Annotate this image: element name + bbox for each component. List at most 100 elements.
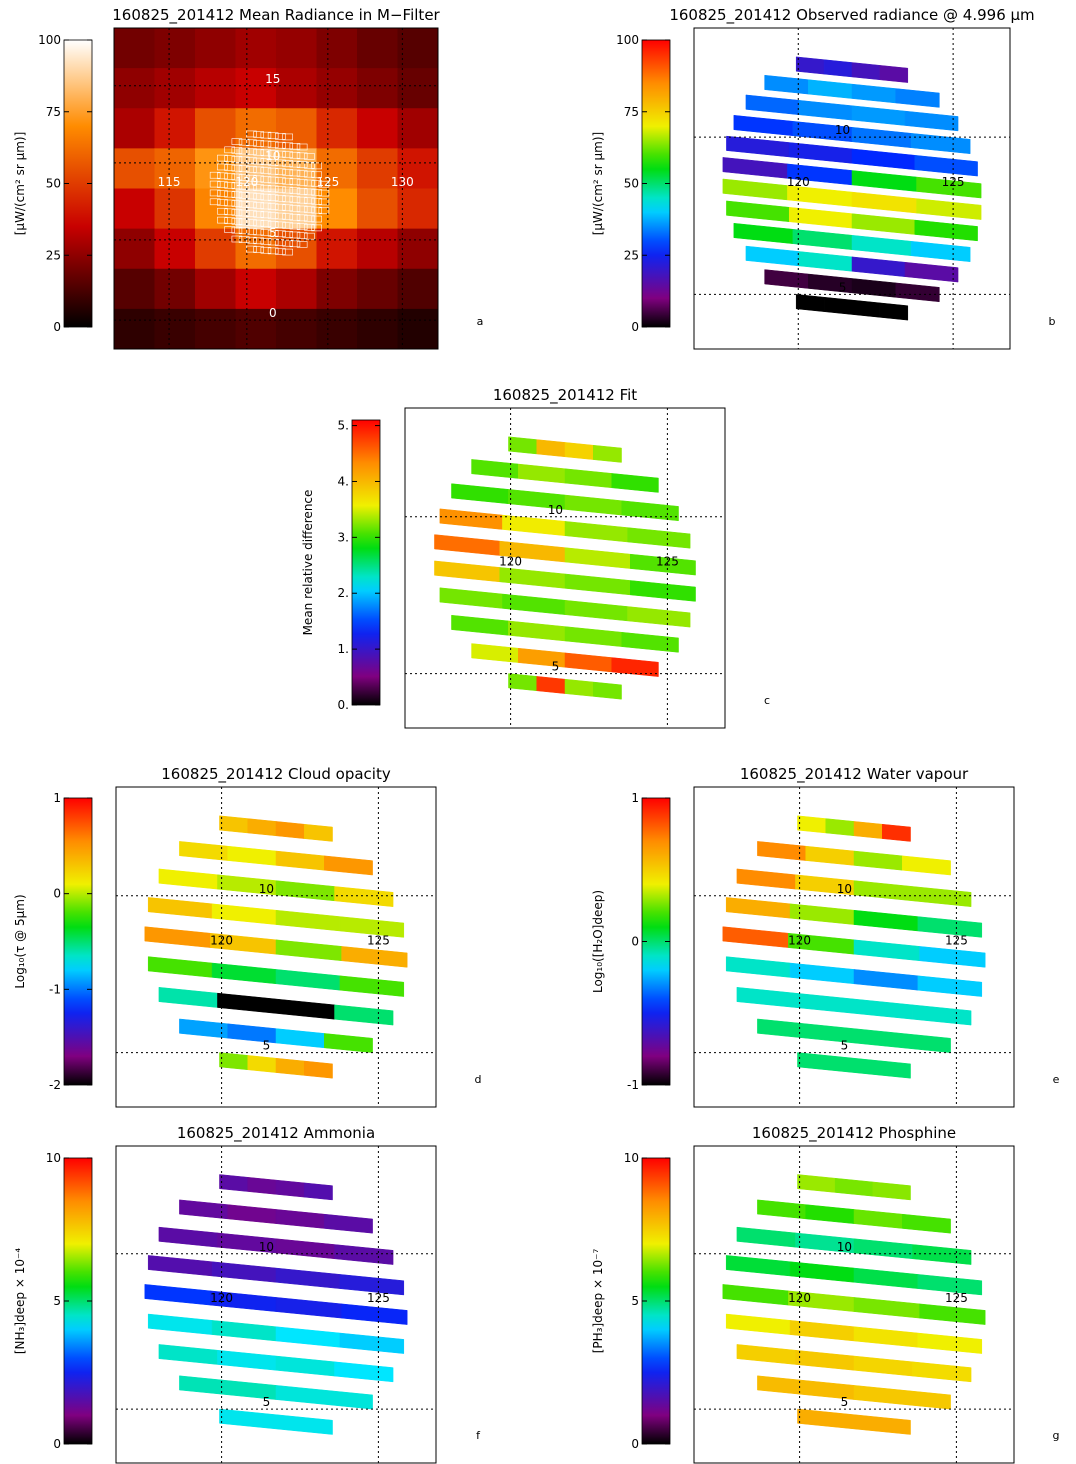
footprint	[224, 199, 235, 207]
swath-segment	[851, 105, 906, 126]
swath-segment	[564, 626, 623, 647]
map-frame	[693, 1145, 1015, 1464]
colorbar-tick-label: 4.	[338, 474, 349, 488]
colorbar	[63, 797, 93, 1086]
footprint	[282, 195, 293, 203]
image-cell	[276, 108, 317, 149]
swath-segment	[275, 1385, 373, 1410]
footprint	[296, 205, 308, 213]
footprint	[231, 147, 243, 154]
footprint	[282, 177, 293, 185]
swath-segment	[757, 1375, 855, 1400]
swath-segment	[904, 261, 959, 283]
swath-segment	[736, 987, 796, 1008]
grid-label: 125	[945, 934, 968, 948]
footprint	[238, 174, 250, 181]
footprint	[275, 133, 286, 140]
footprint	[304, 153, 315, 160]
swath-segment	[904, 110, 959, 132]
swath-segment	[808, 79, 853, 99]
swath-segment	[853, 821, 883, 839]
image-cell	[357, 188, 398, 230]
colorbar-tick-label: 5.	[338, 419, 349, 433]
footprint	[296, 179, 308, 186]
colorbar-tick-label: -1	[49, 982, 61, 996]
image-cell	[397, 268, 439, 310]
swath-segment	[275, 1355, 335, 1377]
colorbar-label: [μW/(cm² sr μm)]	[13, 132, 27, 236]
footprint	[246, 219, 257, 226]
footprint	[253, 157, 264, 165]
swath-segment	[275, 909, 341, 932]
swath-segment	[834, 1177, 874, 1197]
map-content	[144, 815, 408, 1079]
footprint	[246, 148, 257, 155]
footprint	[304, 215, 315, 222]
footprint	[238, 183, 250, 190]
swath-segment	[217, 992, 277, 1014]
footprint	[296, 214, 308, 222]
footprint	[267, 238, 279, 246]
swath-segment	[536, 676, 566, 694]
footprint	[231, 209, 243, 216]
swath-segment	[917, 916, 983, 938]
map-frame	[693, 27, 1011, 350]
swath-segment	[275, 1267, 341, 1289]
map-content	[114, 28, 439, 350]
panel: 160825_201412 Ammonia 0 5 10 [NH₃]deep × 10⁻…	[13, 1124, 481, 1464]
colorbar-tick-label: 5	[53, 1294, 61, 1308]
swath-segment	[725, 897, 791, 919]
swath-segment	[217, 1349, 277, 1371]
swath-segment	[725, 956, 791, 978]
footprint	[318, 189, 330, 197]
image-cell	[316, 188, 358, 230]
footprint	[282, 248, 293, 256]
swath-segment	[902, 1213, 951, 1234]
grid-label: 120	[235, 175, 258, 189]
footprint	[296, 161, 308, 168]
footprint	[304, 162, 315, 169]
footprint	[289, 151, 301, 159]
footprint	[253, 148, 264, 156]
swath-segment	[158, 987, 218, 1008]
colorbar-label: [μW/(cm² sr μm)]	[591, 132, 605, 236]
swath-segment	[853, 969, 919, 991]
panel: 160825_201412 Fit 0. 1. 2. 3. 4. 5. Mean relati…	[301, 386, 770, 729]
swath-segment	[917, 1332, 983, 1354]
image-cell	[357, 228, 398, 270]
footprint	[253, 193, 264, 200]
panel-title: 160825_201412 Cloud opacity	[161, 765, 391, 784]
grid-label: 5	[841, 1395, 849, 1409]
footprint	[267, 159, 279, 166]
footprint	[260, 158, 272, 165]
footprint	[311, 162, 322, 170]
grid-label: 10	[259, 1240, 274, 1254]
footprint	[231, 173, 243, 181]
swath-segment	[733, 222, 794, 244]
footprint	[267, 167, 279, 175]
swath-segment	[851, 213, 916, 235]
footprint	[282, 186, 293, 194]
image-cell	[397, 68, 439, 109]
map-content	[722, 815, 986, 1079]
swath-segment	[853, 1385, 951, 1410]
swath-segment	[179, 1018, 228, 1039]
footprint	[246, 183, 257, 191]
colorbar-tick-label: 10	[624, 1151, 639, 1165]
swath-segment	[304, 1182, 333, 1201]
swath-segment	[179, 841, 228, 861]
footprint	[289, 231, 301, 239]
swath-segment	[805, 1204, 855, 1224]
map-frame	[693, 786, 1015, 1108]
footprint	[253, 237, 264, 245]
swath-segment	[912, 1244, 972, 1265]
image-cell	[114, 28, 155, 69]
map-content	[722, 56, 982, 321]
swath-segment	[851, 170, 917, 192]
footprint	[275, 195, 286, 202]
swath-segment	[564, 521, 628, 543]
swath-segment	[275, 1297, 342, 1319]
grid-label: 15	[265, 72, 280, 86]
panel-title: 160825_201412 Mean Radiance in M−Filter	[112, 6, 440, 25]
image-cell	[276, 68, 317, 109]
